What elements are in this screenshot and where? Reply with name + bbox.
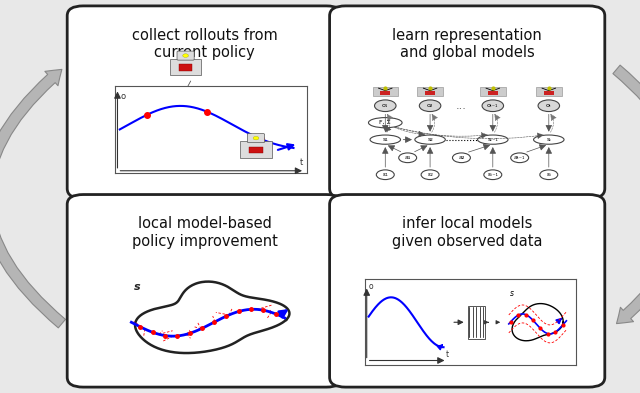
FancyBboxPatch shape	[179, 64, 193, 71]
FancyArrow shape	[323, 88, 342, 116]
FancyArrowPatch shape	[0, 70, 65, 328]
Text: infer local models
given observed data: infer local models given observed data	[392, 216, 543, 248]
FancyBboxPatch shape	[330, 6, 605, 198]
FancyArrow shape	[330, 277, 349, 305]
Text: local model-based
policy improvement: local model-based policy improvement	[132, 216, 278, 248]
Circle shape	[182, 54, 189, 57]
Text: collect rollouts from
current policy: collect rollouts from current policy	[132, 28, 278, 60]
Circle shape	[253, 136, 259, 140]
FancyBboxPatch shape	[170, 59, 202, 75]
Text: learn representation
and global models: learn representation and global models	[392, 28, 542, 60]
FancyBboxPatch shape	[240, 141, 272, 158]
FancyArrowPatch shape	[613, 65, 640, 323]
FancyBboxPatch shape	[177, 51, 194, 60]
FancyBboxPatch shape	[67, 6, 342, 198]
FancyBboxPatch shape	[250, 147, 263, 153]
FancyBboxPatch shape	[330, 195, 605, 387]
FancyBboxPatch shape	[67, 195, 342, 387]
FancyBboxPatch shape	[248, 134, 264, 143]
